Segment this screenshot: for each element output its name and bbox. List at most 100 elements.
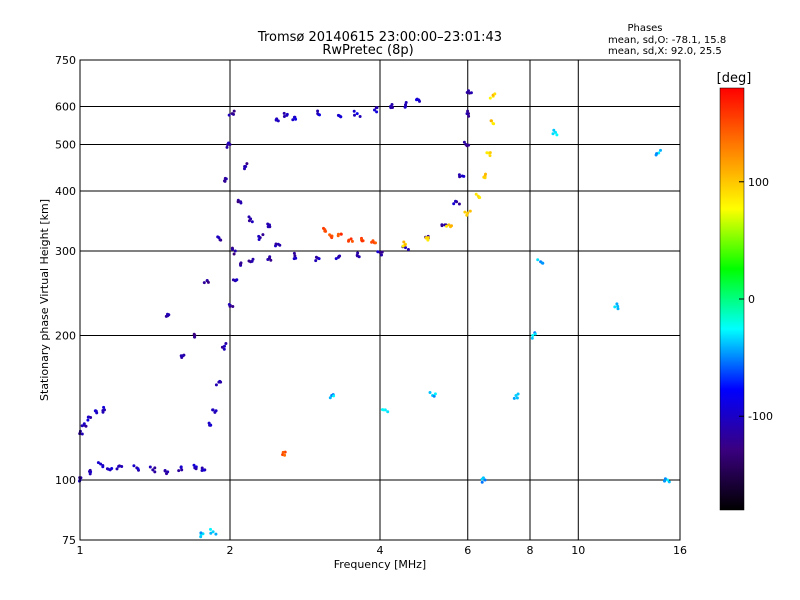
data-point bbox=[654, 153, 658, 157]
series-x-mode-trace bbox=[401, 92, 497, 248]
data-point bbox=[489, 119, 493, 123]
data-point bbox=[465, 112, 469, 116]
data-point bbox=[616, 304, 620, 308]
data-point bbox=[236, 200, 240, 204]
data-point bbox=[209, 531, 213, 535]
data-point bbox=[136, 467, 140, 471]
data-point bbox=[469, 91, 473, 95]
colorbar-tick-label: 0 bbox=[748, 293, 755, 306]
data-point bbox=[551, 132, 555, 136]
y-tick-label: 500 bbox=[55, 139, 76, 152]
data-point bbox=[151, 468, 155, 472]
data-point bbox=[555, 133, 559, 137]
data-point bbox=[96, 461, 100, 465]
data-point bbox=[101, 409, 105, 412]
data-point bbox=[450, 224, 453, 228]
data-point bbox=[269, 258, 273, 262]
data-point bbox=[163, 469, 167, 473]
data-point bbox=[115, 467, 119, 471]
y-tick-label: 75 bbox=[62, 534, 76, 547]
data-point bbox=[250, 220, 254, 224]
data-point bbox=[251, 257, 255, 261]
data-point bbox=[266, 222, 270, 226]
data-point bbox=[199, 531, 203, 535]
data-point bbox=[233, 249, 237, 253]
data-point bbox=[663, 479, 666, 483]
data-point bbox=[166, 312, 169, 316]
data-point bbox=[227, 113, 231, 117]
data-point bbox=[225, 145, 229, 149]
chart-title: Tromsø 20140615 23:00:00–23:01:43 bbox=[257, 30, 502, 45]
data-point bbox=[214, 383, 218, 387]
data-point bbox=[484, 172, 487, 176]
data-point bbox=[266, 258, 270, 261]
data-point bbox=[232, 109, 236, 113]
data-point bbox=[353, 113, 356, 117]
data-point bbox=[274, 242, 278, 246]
data-point bbox=[390, 103, 394, 106]
data-point bbox=[318, 113, 321, 117]
data-point bbox=[356, 251, 360, 255]
data-point bbox=[530, 336, 534, 340]
data-point bbox=[180, 468, 184, 472]
data-point bbox=[404, 104, 408, 108]
data-point bbox=[107, 467, 110, 471]
data-point bbox=[192, 463, 196, 467]
data-point bbox=[247, 259, 251, 263]
data-point bbox=[433, 392, 437, 396]
data-point bbox=[117, 464, 121, 468]
data-point bbox=[165, 472, 168, 476]
data-point bbox=[285, 112, 289, 116]
data-point bbox=[216, 235, 220, 239]
data-point bbox=[99, 462, 103, 466]
data-point bbox=[209, 527, 212, 531]
data-point bbox=[613, 305, 617, 309]
y-tick-label: 750 bbox=[55, 54, 76, 67]
data-point bbox=[274, 118, 278, 122]
data-point bbox=[445, 224, 448, 228]
data-point bbox=[239, 262, 243, 266]
series-o-mode-upper-multiple- bbox=[274, 97, 421, 123]
data-point bbox=[374, 241, 377, 245]
series-scattered bbox=[199, 128, 671, 539]
data-point bbox=[358, 115, 362, 118]
data-point bbox=[316, 109, 320, 113]
y-tick-labels: 75 100 200 300 400 500 600 750 bbox=[55, 54, 76, 547]
data-point bbox=[86, 418, 90, 422]
data-point bbox=[355, 112, 359, 116]
data-point bbox=[493, 92, 497, 96]
data-point bbox=[314, 255, 318, 259]
x-tick-labels: 1 2 4 6 8 10 16 bbox=[77, 544, 688, 557]
data-point bbox=[488, 151, 492, 155]
colorbar-ticks: -100 0 100 bbox=[739, 176, 773, 423]
data-point bbox=[234, 278, 238, 282]
data-point bbox=[462, 174, 466, 178]
data-point bbox=[467, 114, 471, 118]
data-point bbox=[533, 332, 537, 336]
colorbar-label: [deg] bbox=[717, 71, 752, 86]
x-tick-label: 2 bbox=[227, 544, 234, 557]
data-point bbox=[231, 247, 234, 251]
data-point bbox=[293, 254, 297, 258]
data-point bbox=[200, 466, 204, 470]
data-point bbox=[223, 179, 227, 183]
data-point bbox=[352, 109, 356, 113]
data-point bbox=[531, 334, 535, 337]
data-point bbox=[426, 238, 430, 242]
data-point bbox=[552, 128, 556, 132]
data-point bbox=[332, 394, 336, 398]
data-point bbox=[440, 224, 444, 228]
data-point bbox=[164, 314, 168, 318]
data-point bbox=[380, 250, 384, 254]
legend-title: Phases bbox=[627, 23, 662, 34]
data-point bbox=[292, 115, 296, 119]
data-point bbox=[181, 354, 185, 358]
data-point bbox=[483, 478, 487, 482]
data-point bbox=[380, 408, 384, 412]
data-point bbox=[616, 307, 620, 311]
series-x-mode-orange bbox=[281, 226, 377, 457]
data-point bbox=[402, 240, 406, 244]
data-point bbox=[373, 108, 376, 112]
series-o-mode-spread bbox=[164, 109, 282, 359]
